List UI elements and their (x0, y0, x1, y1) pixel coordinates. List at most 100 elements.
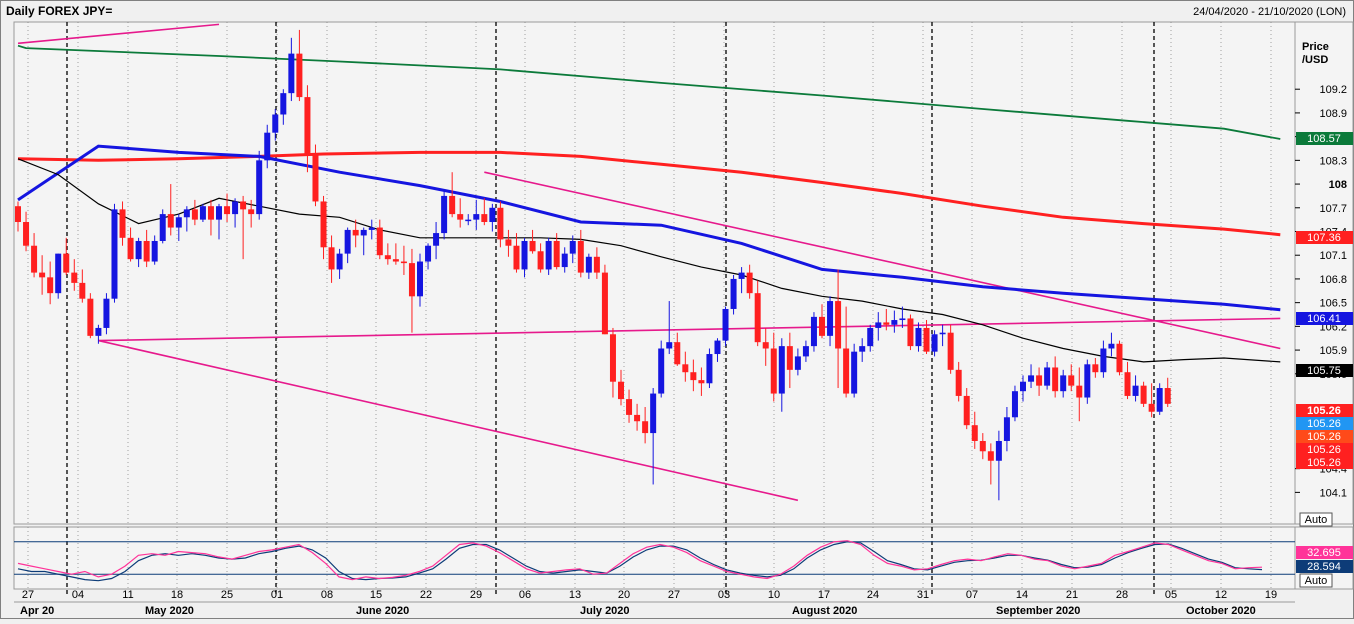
price-badge-label-7: 105.26 (1307, 444, 1341, 456)
x-tick-label-6: 08 (321, 589, 333, 601)
candle-body-110 (899, 318, 906, 321)
month-label-1: May 2020 (145, 605, 194, 617)
candle-body-86 (706, 354, 713, 384)
trendline-layer (17, 23, 1281, 502)
candle-body-36 (304, 97, 311, 155)
month-label-3: July 2020 (580, 605, 630, 617)
x-tick-label-0: 27 (22, 589, 34, 601)
candle-body-83 (682, 364, 689, 373)
candle-body-38 (320, 201, 327, 248)
candle-body-3 (39, 272, 46, 278)
candle-body-61 (505, 239, 512, 246)
candle-body-31 (264, 132, 271, 161)
candle-body-132 (1076, 385, 1083, 398)
price-auto-button[interactable] (1299, 512, 1333, 527)
candle-body-49 (408, 263, 415, 297)
price-badge-label-3: 105.75 (1307, 365, 1341, 377)
candle-body-2 (31, 245, 38, 273)
candle-body-135 (1100, 348, 1107, 373)
x-tick-label-1: 04 (72, 589, 84, 601)
candle-body-43 (360, 229, 367, 236)
candle-body-16 (143, 240, 150, 262)
oscillator-auto-button[interactable] (1299, 573, 1333, 588)
candle-body-108 (883, 322, 890, 325)
candle-body-119 (971, 425, 978, 441)
candle-body-105 (859, 346, 866, 352)
y-tick-label-1: 108.9 (1319, 108, 1347, 120)
ma-long-line (17, 44, 1281, 140)
month-label-2: June 2020 (356, 605, 409, 617)
candle-body-23 (199, 206, 206, 220)
x-tick-label-10: 06 (519, 589, 531, 601)
candle-body-45 (376, 227, 383, 256)
price-badge-label-0: 108.57 (1307, 133, 1341, 145)
candle-body-42 (352, 229, 359, 236)
candle-body-101 (827, 301, 834, 336)
candle-body-96 (786, 346, 793, 370)
candle-body-141 (1148, 403, 1155, 412)
candle-body-138 (1124, 372, 1131, 396)
candle-body-51 (425, 245, 432, 262)
y-tick-label-7: 107.1 (1319, 250, 1347, 262)
y-tick-label-4: 108 (1329, 179, 1347, 191)
candle-body-121 (987, 451, 994, 461)
candle-body-99 (810, 316, 817, 347)
month-label-6: October 2020 (1186, 605, 1256, 617)
candle-body-35 (296, 53, 303, 98)
y-tick-label-0: 109.2 (1319, 84, 1347, 96)
candle-body-90 (738, 272, 745, 279)
candle-body-20 (175, 217, 182, 228)
month-label-5: September 2020 (996, 605, 1080, 617)
candle-body-29 (248, 209, 255, 215)
osc-badge-0 (1296, 546, 1353, 559)
candle-body-111 (907, 318, 914, 347)
candle-body-10 (95, 327, 102, 336)
stoch-k-line (17, 540, 1263, 581)
candle-body-137 (1116, 343, 1123, 373)
grid-layer (27, 22, 1272, 596)
oscillator-auto-label: Auto (1305, 575, 1328, 587)
candle-body-19 (167, 214, 174, 228)
x-tick-label-9: 29 (470, 589, 482, 601)
candle-body-100 (819, 316, 825, 336)
candle-body-87 (714, 340, 721, 355)
candle-body-9 (87, 298, 94, 336)
price-badge-2 (1296, 312, 1353, 325)
candle-body-127 (1036, 375, 1043, 386)
osc-badge-1 (1296, 560, 1353, 573)
candle-body-44 (368, 227, 375, 230)
candle-body-17 (151, 240, 158, 262)
candle-body-114 (931, 334, 938, 352)
y-tick-label-11: 105.9 (1319, 345, 1347, 357)
candle-body-34 (288, 53, 295, 94)
candle-body-124 (1011, 391, 1018, 418)
y-tick-label-14: 104.1 (1319, 487, 1347, 499)
osc-badge-label-0: 32.695 (1307, 547, 1341, 559)
candle-body-79 (650, 393, 657, 434)
x-tick-label-18: 31 (917, 589, 929, 601)
candle-body-57 (473, 214, 480, 220)
price-badge-4 (1296, 404, 1353, 417)
oscillator-layer (14, 540, 1295, 582)
candle-body-4 (47, 277, 54, 294)
candle-body-63 (521, 240, 528, 270)
x-tick-label-24: 12 (1215, 589, 1227, 601)
moving-average-layer (17, 44, 1281, 363)
month-label-0: Apr 20 (20, 605, 54, 617)
candle-body-143 (1164, 388, 1171, 404)
candle-body-54 (449, 195, 456, 215)
candle-body-11 (103, 298, 110, 328)
candle-body-67 (553, 240, 560, 268)
candle-body-25 (216, 206, 222, 220)
x-tick-label-5: 01 (271, 589, 283, 601)
month-label-4: August 2020 (792, 605, 857, 617)
candle-body-89 (730, 278, 737, 309)
candle-body-33 (280, 93, 287, 115)
candle-body-50 (417, 261, 423, 297)
trendline-1 (98, 317, 1281, 342)
candle-body-62 (513, 245, 520, 270)
candle-body-48 (400, 261, 407, 264)
candle-body-58 (481, 214, 488, 223)
candle-body-0 (15, 206, 21, 223)
candle-body-6 (63, 253, 70, 273)
